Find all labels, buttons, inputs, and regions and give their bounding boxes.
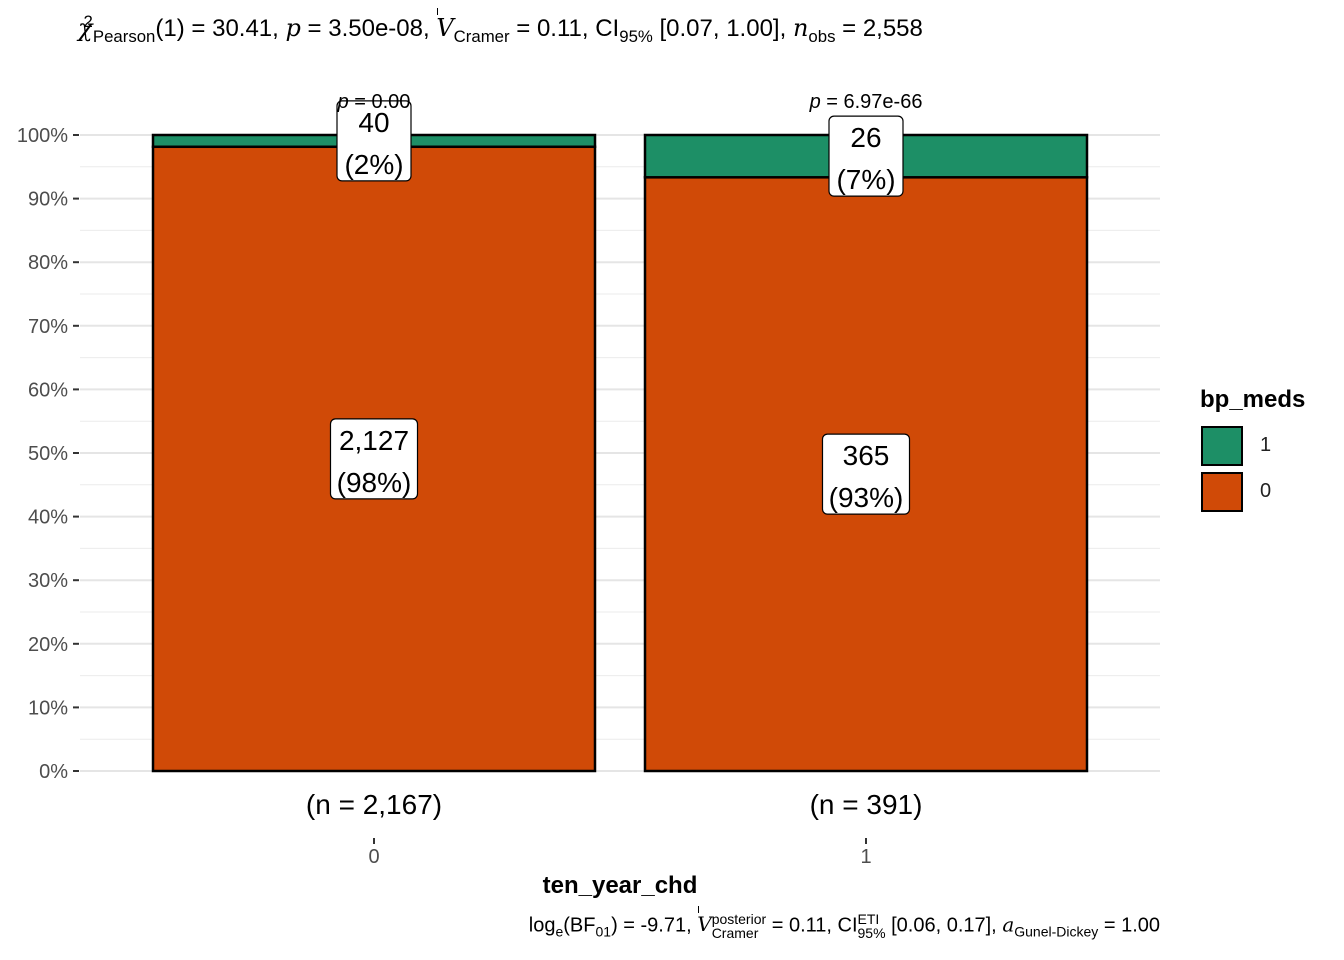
a-value: = 1.00 [1098,914,1160,937]
legend-item-0: 0 [1200,472,1320,518]
label-0-cat-0-box [329,418,419,500]
ci-eti-sup: ETI [857,911,880,927]
legend-title: bp_meds [1200,386,1306,413]
ci-sub: 95% [619,26,653,46]
p-symbol: p [285,14,301,42]
p-value: = 3.50e-08, [300,15,430,42]
df-value: (1) = 30.41, [155,15,279,42]
p-label-symbol: p [809,91,821,113]
label-0-cat-1: 365 (93%) [821,433,911,515]
n-label-cat-0: (n = 2,167) [306,789,442,820]
p-label-value: = 6.97e-66 [821,91,923,113]
n-label-cat-1: (n = 391) [810,789,923,820]
label-0-cat-1-percent: (93%) [829,482,904,513]
legend-key-1 [1201,426,1243,466]
a-sub: Gunel-Dickey [1014,923,1099,940]
label-1-cat-0-count: 40 [358,107,389,138]
legend-item-1: 1 [1200,426,1320,472]
y-axis: 0% 10% 20% 30% 40% 50% 60% 70% 80% 90% 100% [17,125,79,783]
v-sub: Cramer [453,26,510,46]
v-post-symbol: V [697,906,712,937]
bar-labels: 2,127 (98%) 40 (2%) p = 0.00 365 (93%) 26 (7%) p … [329,91,923,515]
p-label-symbol: p [337,91,349,113]
y-tick-label: 0% [39,761,68,783]
label-0-cat-0-percent: (98%) [337,467,412,498]
y-tick-label: 70% [28,316,68,338]
v-post-value: = 0.11, CI [766,914,858,937]
chi-sup: 2 [83,12,93,31]
label-0-cat-1-count: 365 [843,440,890,471]
label-1-cat-1: 26 (7%) [828,115,904,197]
y-tick-label: 80% [28,252,68,274]
bf-text: (BF [563,914,596,937]
v-post-sub: Cramer [711,925,759,941]
label-0-cat-0-count: 2,127 [339,425,409,456]
y-tick-label: 50% [28,443,68,465]
y-tick-label: 40% [28,507,68,529]
label-1-cat-0: 40 (2%) [336,100,412,182]
label-1-cat-0-box [336,100,412,182]
chart-subtitle: χ2Pearson(1) = 30.41, p = 3.50e-08, VCra… [78,8,923,47]
p-label-value: = 0.00 [349,91,411,113]
y-tick-label: 10% [28,697,68,719]
log-text: log [528,914,556,937]
a-symbol: a [1002,912,1015,937]
y-tick-label: 90% [28,189,68,211]
chi-symbol: χ [78,14,93,42]
legend-label-1: 1 [1260,434,1272,456]
y-tick-label: 100% [17,125,68,147]
label-0-cat-0: 2,127 (98%) [329,418,419,500]
chi-sub: Pearson [92,26,156,46]
label-1-cat-1-box [828,115,904,197]
label-0-cat-1-box [821,433,911,515]
y-tick-label: 60% [28,379,68,401]
x-tick-label: 0 [368,846,379,868]
n-sub: obs [808,26,836,46]
label-1-cat-0-percent: (2%) [344,149,403,180]
bf-sub: 01 [595,923,612,940]
label-1-cat-1-count: 26 [850,122,881,153]
v-post-sup: posterior [711,911,767,927]
ci-value: [0.07, 1.00], [652,15,787,42]
p-label-cat-0: p = 0.00 [337,91,411,113]
ci-eti-value: [0.06, 0.17], [885,914,997,937]
log-sub: e [555,923,564,940]
v-value: = 0.11, CI [509,15,620,42]
x-axis-title: ten_year_chd [543,872,698,899]
bf-value: ) = -9.71, [611,914,692,937]
legend: bp_meds 1 0 [1200,386,1306,512]
n-value: = 2,558 [835,15,923,42]
v-symbol: V [436,8,454,42]
legend-label-0: 0 [1260,480,1272,502]
p-label-cat-1: p = 6.97e-66 [809,91,923,113]
y-tick-label: 20% [28,634,68,656]
x-axis: (n = 2,167) 0 (n = 391) 1 [306,789,923,868]
ci-eti-sub: 95% [857,925,886,941]
legend-key-0 [1201,472,1243,512]
x-tick-label: 1 [860,846,871,868]
n-symbol: n [792,14,809,42]
label-1-cat-1-percent: (7%) [836,164,895,195]
y-tick-label: 30% [28,570,68,592]
